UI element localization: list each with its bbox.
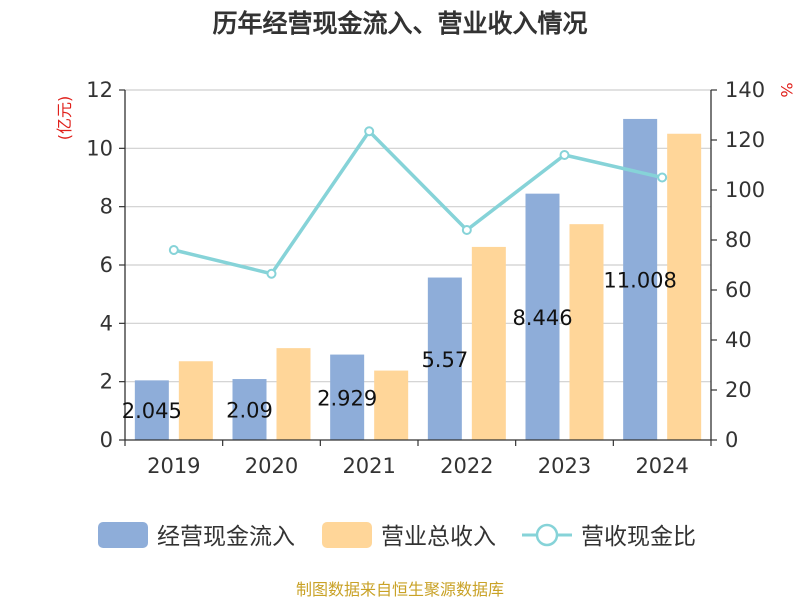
right-tick-label: 0 [725, 428, 738, 452]
bar-cash-inflow [427, 277, 462, 440]
right-tick-label: 100 [725, 178, 765, 202]
ratio-point [657, 172, 668, 183]
right-tick-label: 80 [725, 228, 752, 252]
bar-cash-inflow [134, 380, 169, 440]
bars [134, 118, 702, 440]
legend-swatch-revenue [322, 522, 372, 548]
bar-revenue [667, 133, 702, 440]
right-tick-label: 40 [725, 328, 752, 352]
data-label: 5.57 [421, 348, 468, 372]
right-tick-label: 20 [725, 378, 752, 402]
ratio-line-path [173, 129, 663, 276]
left-tick-label: 10 [86, 136, 113, 160]
bar-revenue [471, 246, 506, 440]
legend-label-cash-inflow: 经营现金流入 [157, 524, 295, 550]
left-axis-unit: (亿元) [55, 96, 74, 141]
left-tick-label: 4 [100, 311, 113, 335]
ratio-point [266, 268, 277, 279]
ratio-line [168, 126, 668, 279]
bar-revenue [178, 361, 213, 440]
bar-cash-inflow [232, 379, 267, 440]
data-label: 2.929 [317, 386, 377, 410]
x-tick-label: 2019 [147, 454, 200, 478]
data-label: 8.446 [512, 306, 572, 330]
legend-swatch-cash-inflow [98, 522, 148, 548]
x-tick-label: 2022 [440, 454, 493, 478]
legend-swatch-ratio-marker [535, 523, 559, 547]
ratio-point [461, 225, 472, 235]
right-tick-label: 60 [725, 278, 752, 302]
left-tick-label: 8 [100, 195, 113, 219]
bar-cash-inflow [525, 193, 560, 440]
bar-revenue [276, 348, 311, 440]
grid [125, 89, 711, 383]
x-tick-label: 2023 [538, 454, 591, 478]
x-tick-label: 2021 [342, 454, 395, 478]
source-note: 制图数据来自恒生聚源数据库 [296, 580, 504, 599]
x-tick-label: 2024 [635, 454, 688, 478]
ratio-point [364, 126, 375, 137]
right-axis-unit: % [777, 82, 796, 97]
legend-label-ratio: 营收现金比 [581, 524, 696, 550]
data-label: 2.045 [122, 399, 182, 423]
right-tick-label: 140 [725, 78, 765, 102]
legend: 经营现金流入 营业总收入 营收现金比 [98, 522, 696, 550]
left-tick-label: 2 [100, 370, 113, 394]
bar-revenue [374, 370, 409, 440]
bar-revenue [569, 224, 604, 440]
ratio-point [559, 150, 570, 160]
data-label: 2.09 [226, 399, 273, 423]
data-label: 11.008 [603, 268, 676, 292]
left-tick-label: 6 [100, 253, 113, 277]
data-labels: 2.045 2.09 2.929 5.57 8.446 11.008 [122, 268, 677, 423]
left-tick-label: 0 [100, 428, 113, 452]
ratio-point [168, 245, 179, 255]
bar-cash-inflow [330, 354, 365, 440]
legend-label-revenue: 营业总收入 [381, 524, 496, 550]
chart-title: 历年经营现金流入、营业收入情况 [212, 9, 587, 38]
x-tick-label: 2020 [245, 454, 298, 478]
left-tick-label: 12 [86, 78, 113, 102]
right-tick-label: 120 [725, 128, 765, 152]
